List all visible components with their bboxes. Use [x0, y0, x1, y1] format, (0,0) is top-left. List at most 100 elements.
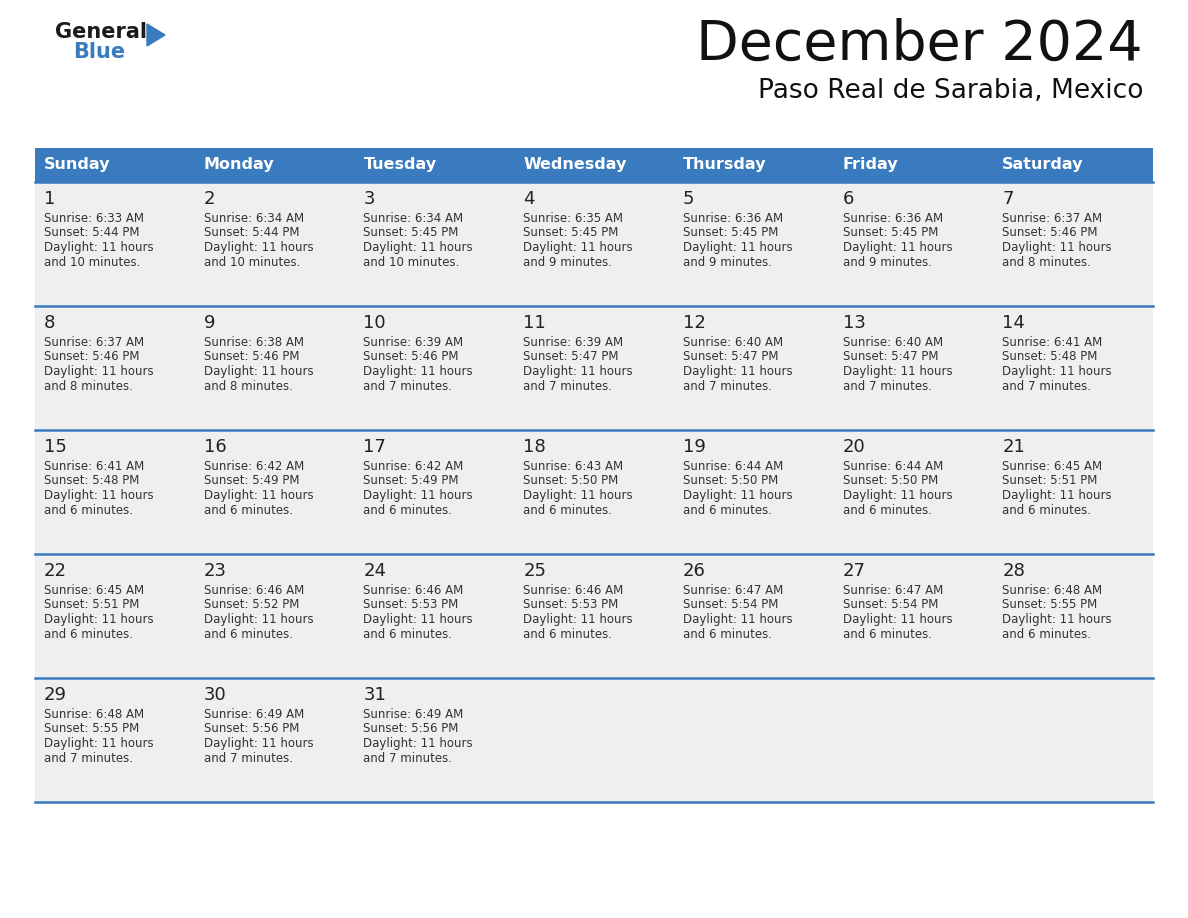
Text: Blue: Blue	[72, 42, 125, 62]
Text: Sunset: 5:53 PM: Sunset: 5:53 PM	[364, 599, 459, 611]
Text: Sunrise: 6:48 AM: Sunrise: 6:48 AM	[44, 708, 144, 721]
Text: Sunset: 5:56 PM: Sunset: 5:56 PM	[364, 722, 459, 735]
Text: and 6 minutes.: and 6 minutes.	[44, 628, 133, 641]
Text: 19: 19	[683, 438, 706, 456]
Text: 21: 21	[1003, 438, 1025, 456]
Bar	[993, 148, 1154, 182]
Text: 8: 8	[44, 314, 56, 332]
Text: Sunrise: 6:40 AM: Sunrise: 6:40 AM	[683, 336, 783, 349]
Text: Daylight: 11 hours: Daylight: 11 hours	[683, 365, 792, 378]
Text: 9: 9	[203, 314, 215, 332]
Text: 25: 25	[523, 562, 546, 580]
Text: and 7 minutes.: and 7 minutes.	[1003, 379, 1092, 393]
Bar	[34, 306, 195, 430]
Text: Daylight: 11 hours: Daylight: 11 hours	[44, 365, 153, 378]
Bar	[354, 148, 514, 182]
Bar	[34, 554, 195, 678]
Text: Daylight: 11 hours: Daylight: 11 hours	[203, 489, 314, 502]
Text: and 6 minutes.: and 6 minutes.	[203, 503, 292, 517]
Text: 28: 28	[1003, 562, 1025, 580]
Text: and 7 minutes.: and 7 minutes.	[842, 379, 931, 393]
Bar	[354, 182, 514, 306]
Text: Daylight: 11 hours: Daylight: 11 hours	[683, 489, 792, 502]
Text: Daylight: 11 hours: Daylight: 11 hours	[523, 489, 633, 502]
Text: Sunrise: 6:39 AM: Sunrise: 6:39 AM	[364, 336, 463, 349]
Text: Sunrise: 6:37 AM: Sunrise: 6:37 AM	[44, 336, 144, 349]
Text: 26: 26	[683, 562, 706, 580]
Text: 6: 6	[842, 190, 854, 208]
Bar	[674, 678, 834, 802]
Text: Sunset: 5:47 PM: Sunset: 5:47 PM	[842, 351, 939, 364]
Text: and 6 minutes.: and 6 minutes.	[203, 628, 292, 641]
Text: Sunrise: 6:44 AM: Sunrise: 6:44 AM	[683, 460, 783, 473]
Text: and 9 minutes.: and 9 minutes.	[523, 255, 612, 268]
Bar	[195, 182, 354, 306]
Text: and 6 minutes.: and 6 minutes.	[1003, 503, 1092, 517]
Bar	[993, 306, 1154, 430]
Text: Sunset: 5:50 PM: Sunset: 5:50 PM	[842, 475, 937, 487]
Text: Sunset: 5:45 PM: Sunset: 5:45 PM	[523, 227, 619, 240]
Text: Sunset: 5:51 PM: Sunset: 5:51 PM	[44, 599, 139, 611]
Text: Sunset: 5:46 PM: Sunset: 5:46 PM	[44, 351, 139, 364]
Bar	[993, 678, 1154, 802]
Bar	[34, 430, 195, 554]
Text: Sunset: 5:47 PM: Sunset: 5:47 PM	[683, 351, 778, 364]
Bar	[354, 554, 514, 678]
Text: and 7 minutes.: and 7 minutes.	[364, 752, 453, 765]
Text: 22: 22	[44, 562, 67, 580]
Text: Sunset: 5:54 PM: Sunset: 5:54 PM	[842, 599, 939, 611]
Text: Daylight: 11 hours: Daylight: 11 hours	[1003, 365, 1112, 378]
Bar	[34, 148, 195, 182]
Text: 7: 7	[1003, 190, 1013, 208]
Text: Daylight: 11 hours: Daylight: 11 hours	[203, 737, 314, 750]
Text: Sunset: 5:54 PM: Sunset: 5:54 PM	[683, 599, 778, 611]
Text: and 6 minutes.: and 6 minutes.	[44, 503, 133, 517]
Text: Sunset: 5:50 PM: Sunset: 5:50 PM	[523, 475, 619, 487]
Bar	[514, 430, 674, 554]
Bar	[674, 182, 834, 306]
Text: Sunset: 5:53 PM: Sunset: 5:53 PM	[523, 599, 619, 611]
Text: 17: 17	[364, 438, 386, 456]
Text: Sunrise: 6:36 AM: Sunrise: 6:36 AM	[683, 212, 783, 225]
Bar	[674, 430, 834, 554]
Text: Sunrise: 6:34 AM: Sunrise: 6:34 AM	[364, 212, 463, 225]
Text: Sunset: 5:45 PM: Sunset: 5:45 PM	[364, 227, 459, 240]
Text: Daylight: 11 hours: Daylight: 11 hours	[44, 613, 153, 626]
Text: and 6 minutes.: and 6 minutes.	[842, 503, 931, 517]
Text: Sunrise: 6:49 AM: Sunrise: 6:49 AM	[364, 708, 463, 721]
Text: 29: 29	[44, 686, 67, 704]
Bar	[514, 148, 674, 182]
Text: and 6 minutes.: and 6 minutes.	[842, 628, 931, 641]
Text: and 10 minutes.: and 10 minutes.	[364, 255, 460, 268]
Text: Daylight: 11 hours: Daylight: 11 hours	[842, 365, 953, 378]
Bar	[354, 430, 514, 554]
Text: December 2024: December 2024	[696, 18, 1143, 72]
Text: Daylight: 11 hours: Daylight: 11 hours	[44, 241, 153, 254]
Polygon shape	[147, 24, 165, 46]
Text: Sunrise: 6:46 AM: Sunrise: 6:46 AM	[364, 584, 463, 597]
Text: Sunset: 5:51 PM: Sunset: 5:51 PM	[1003, 475, 1098, 487]
Text: 18: 18	[523, 438, 546, 456]
Text: 12: 12	[683, 314, 706, 332]
Text: 14: 14	[1003, 314, 1025, 332]
Text: 15: 15	[44, 438, 67, 456]
Bar	[993, 182, 1154, 306]
Bar	[834, 306, 993, 430]
Text: Sunset: 5:44 PM: Sunset: 5:44 PM	[44, 227, 139, 240]
Text: 16: 16	[203, 438, 227, 456]
Text: Friday: Friday	[842, 158, 898, 173]
Text: Sunset: 5:46 PM: Sunset: 5:46 PM	[203, 351, 299, 364]
Bar	[993, 554, 1154, 678]
Text: Sunset: 5:50 PM: Sunset: 5:50 PM	[683, 475, 778, 487]
Bar	[354, 306, 514, 430]
Text: 27: 27	[842, 562, 866, 580]
Text: General: General	[55, 22, 147, 42]
Bar	[834, 554, 993, 678]
Text: Daylight: 11 hours: Daylight: 11 hours	[523, 241, 633, 254]
Text: Monday: Monday	[203, 158, 274, 173]
Text: Sunset: 5:49 PM: Sunset: 5:49 PM	[364, 475, 459, 487]
Text: and 8 minutes.: and 8 minutes.	[1003, 255, 1091, 268]
Text: Sunrise: 6:37 AM: Sunrise: 6:37 AM	[1003, 212, 1102, 225]
Text: Sunset: 5:45 PM: Sunset: 5:45 PM	[842, 227, 939, 240]
Text: and 6 minutes.: and 6 minutes.	[523, 628, 612, 641]
